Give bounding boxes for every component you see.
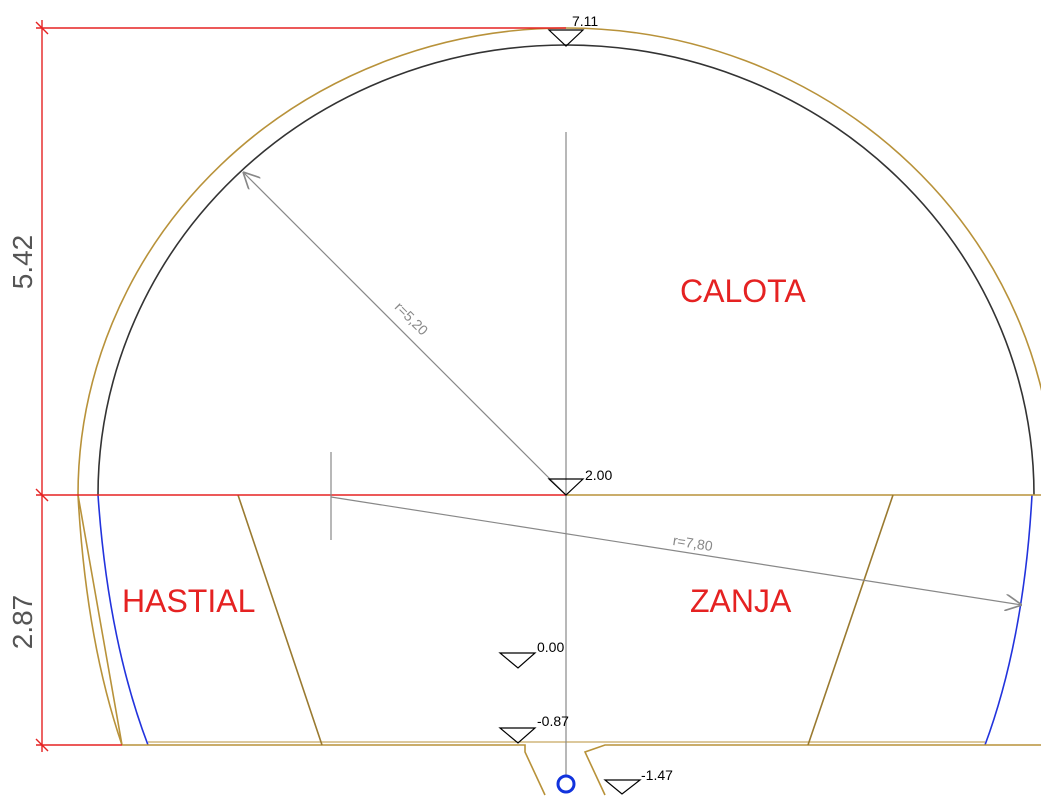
radius-vault [243, 172, 567, 496]
inner-vault [97, 44, 1035, 496]
dimension-lines [35, 20, 566, 752]
wall-left [97, 494, 149, 746]
elevation-label: 2.00 [585, 467, 612, 483]
region-label: ZANJA [690, 583, 792, 619]
bench-right [807, 494, 894, 746]
elevation-label: 7.11 [572, 13, 598, 29]
elevation-markers [498, 29, 642, 795]
drain [556, 774, 576, 794]
outer-lining-lower-left [77, 494, 123, 746]
region-label: CALOTA [680, 273, 806, 309]
wall-right [984, 494, 1033, 746]
region-label: HASTIAL [122, 583, 255, 619]
elevation-label: -0.87 [537, 713, 569, 729]
dimension-label: 5.42 [7, 235, 38, 290]
elevation-label: -1.47 [641, 767, 673, 783]
invert [122, 744, 1041, 796]
radius-label: r=5,20 [392, 299, 432, 339]
radius-wall [330, 496, 1022, 605]
bench-left [237, 494, 323, 746]
dimension-label: 2.87 [7, 595, 38, 650]
radius-label: r=7,80 [672, 532, 714, 554]
outer-lining [77, 27, 1041, 746]
elevation-label: 0.00 [537, 639, 564, 655]
